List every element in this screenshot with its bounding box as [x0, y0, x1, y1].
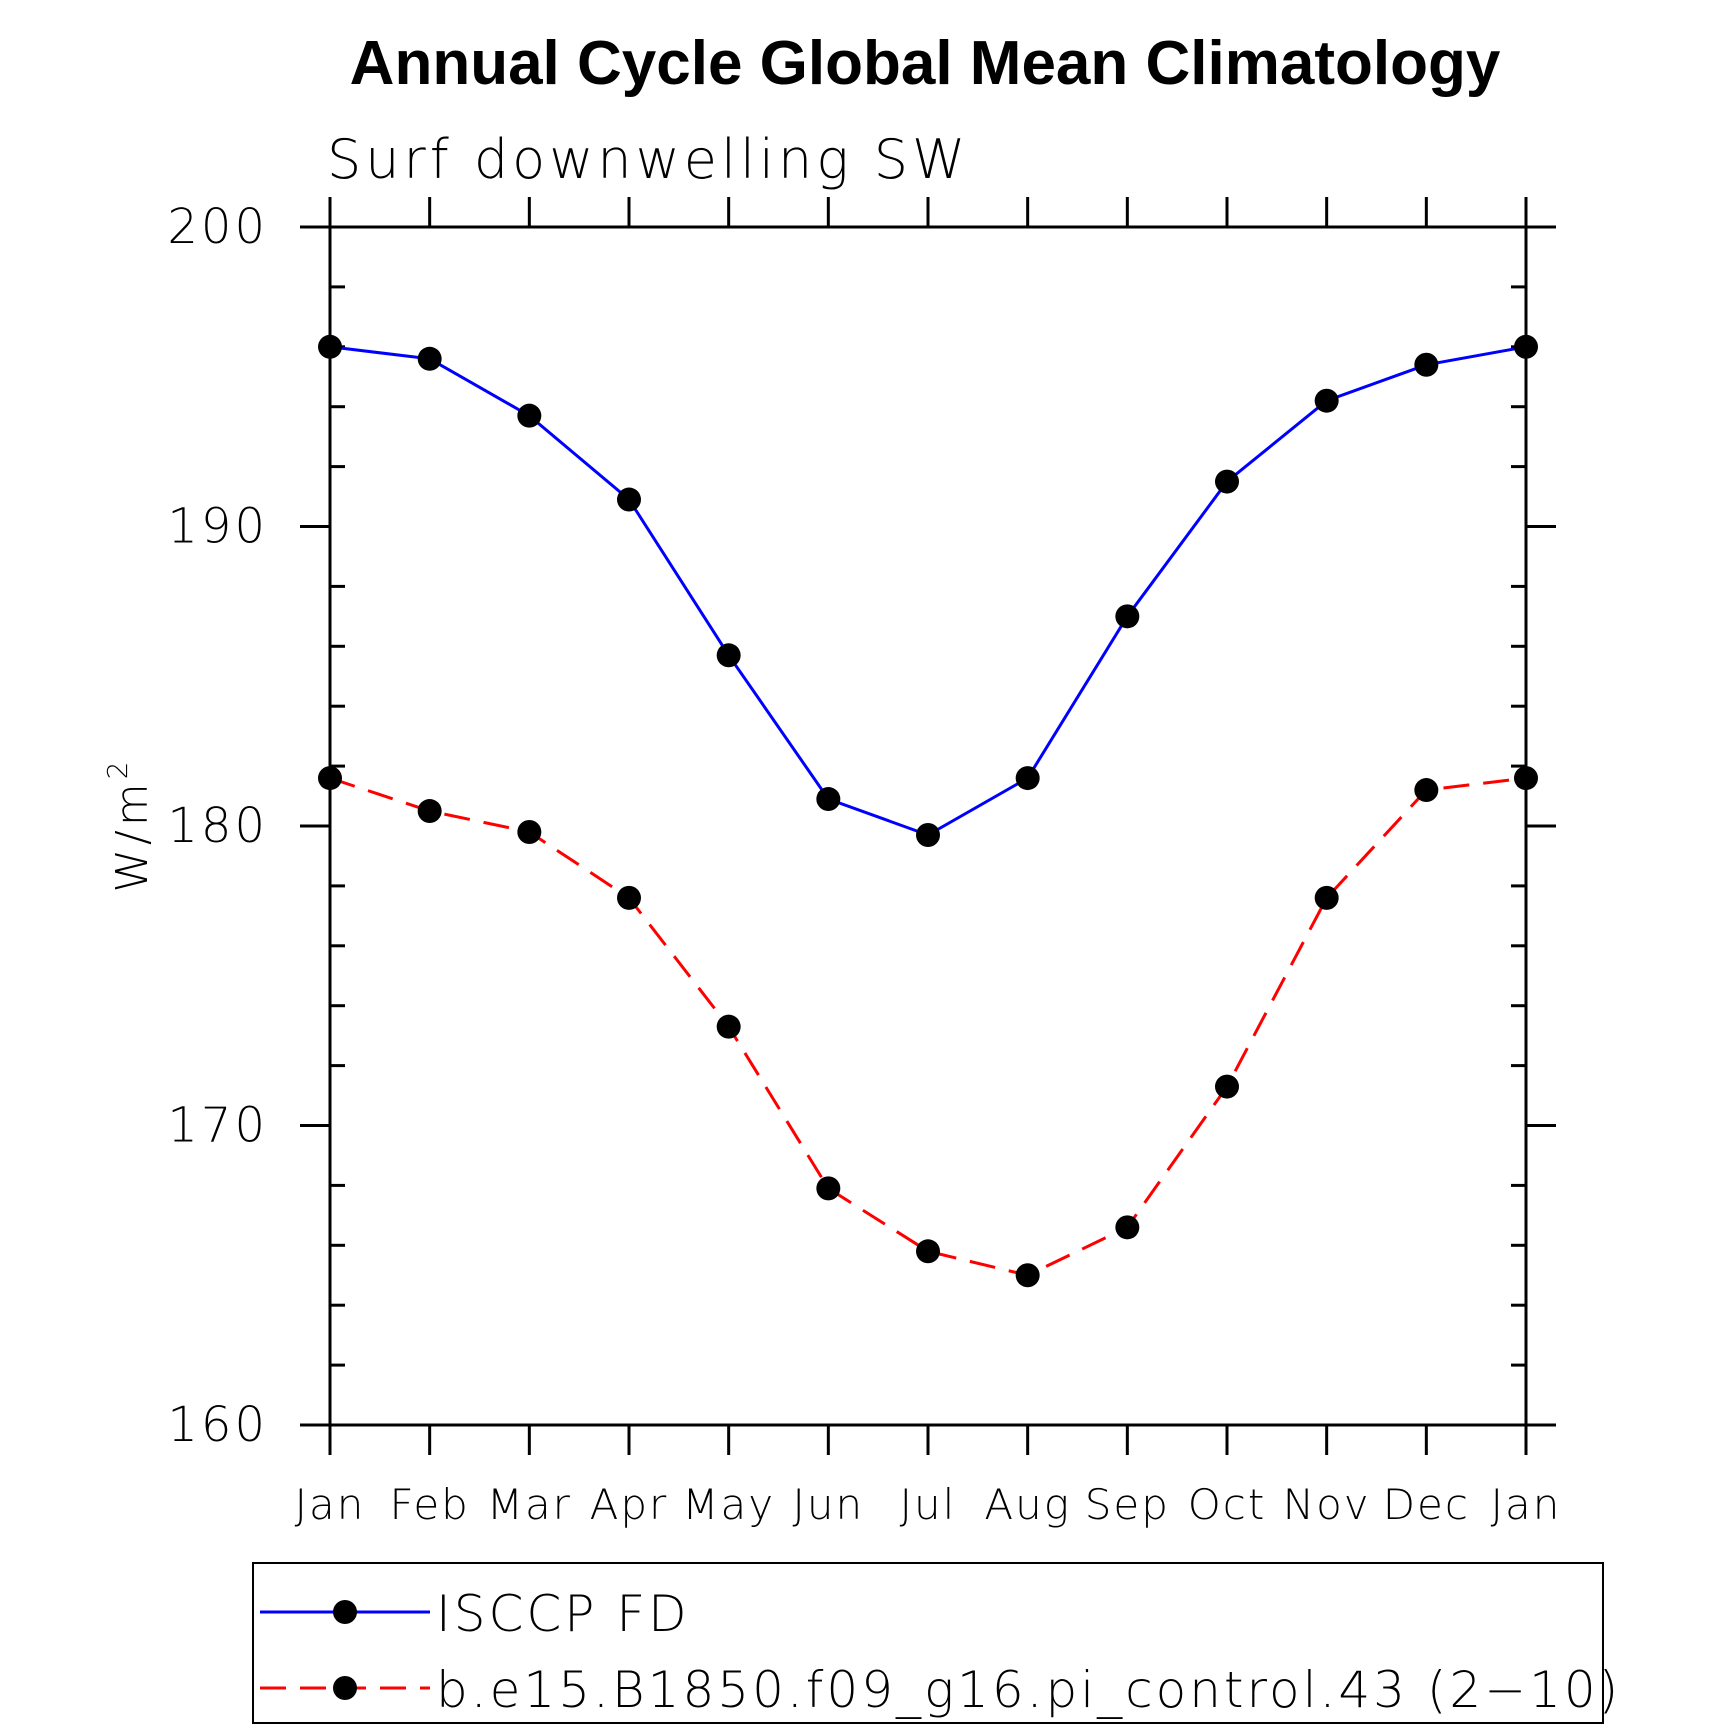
y-tick-label: 160 [167, 1397, 268, 1453]
x-tick-label: Jan [1491, 1480, 1562, 1529]
y-tick-label: 180 [167, 798, 268, 854]
x-tick-label: Feb [389, 1480, 469, 1529]
legend-box [252, 1562, 1604, 1724]
series-line-model [329, 776, 1527, 1277]
data-point-model [1314, 885, 1339, 910]
data-point-isccp [617, 487, 641, 512]
y-axis-label: W/m2 [101, 757, 158, 892]
x-tick-label: Jan [295, 1480, 366, 1529]
y-tick-label: 200 [167, 199, 268, 255]
series-layer [318, 334, 1538, 1288]
data-point-isccp [517, 403, 542, 428]
y-tick-label: 170 [167, 1098, 268, 1154]
x-tick-label: May [682, 1480, 775, 1529]
x-tick-label: Jun [793, 1480, 865, 1529]
x-tick-label: Nov [1283, 1480, 1371, 1529]
legend-swatch-marker-isccp [333, 1600, 357, 1624]
y-axis-label-superscript: 2 [101, 757, 134, 779]
x-tick-label: Dec [1383, 1480, 1470, 1529]
y-tick-label: 190 [167, 499, 268, 555]
data-point-model [916, 1239, 940, 1264]
data-point-isccp [1414, 352, 1439, 377]
x-tick-label: Apr [590, 1480, 669, 1529]
data-point-isccp [816, 787, 841, 812]
data-point-isccp [1215, 469, 1239, 494]
data-point-model [816, 1176, 841, 1201]
legend-label-model: b.e15.B1850.f09_g16.pi_control.43 (2−10) [436, 1661, 1621, 1719]
x-tick-label: Aug [984, 1480, 1071, 1529]
data-point-isccp [716, 643, 741, 668]
y-axis-label-text: W/m [107, 779, 158, 892]
plot-frame [328, 225, 1528, 1427]
data-point-model [1215, 1074, 1239, 1099]
axis-ticks: 160 170 180 190 200 Jan Feb Mar Apr May Jun Jul Aug S… [167, 197, 1562, 1529]
data-point-model [517, 819, 542, 844]
data-point-isccp [916, 822, 940, 847]
x-tick-label: Oct [1188, 1480, 1267, 1529]
legend-label-isccp: ISCCP FD [436, 1585, 690, 1643]
chart-subtitle: Surf downwelling SW [327, 128, 969, 191]
data-point-isccp [417, 346, 442, 371]
x-tick-label: Mar [487, 1480, 572, 1529]
data-point-isccp [1314, 388, 1339, 413]
data-point-model [1015, 1263, 1040, 1288]
data-point-model [716, 1014, 741, 1039]
data-point-model [417, 799, 442, 824]
data-point-model [1115, 1215, 1140, 1240]
data-point-model [617, 885, 641, 910]
data-point-model [1414, 778, 1439, 803]
series-line-isccp [329, 345, 1527, 837]
x-tick-label: Sep [1085, 1480, 1170, 1529]
x-tick-label: Jul [900, 1480, 957, 1529]
legend-swatch-marker-model [333, 1676, 357, 1700]
legend: ISCCP FD b.e15.B1850.f09_g16.pi_control.4… [252, 1562, 1621, 1724]
data-point-isccp [1115, 604, 1140, 629]
chart-title: Annual Cycle Global Mean Climatology [350, 29, 1501, 98]
data-point-isccp [1015, 766, 1040, 791]
